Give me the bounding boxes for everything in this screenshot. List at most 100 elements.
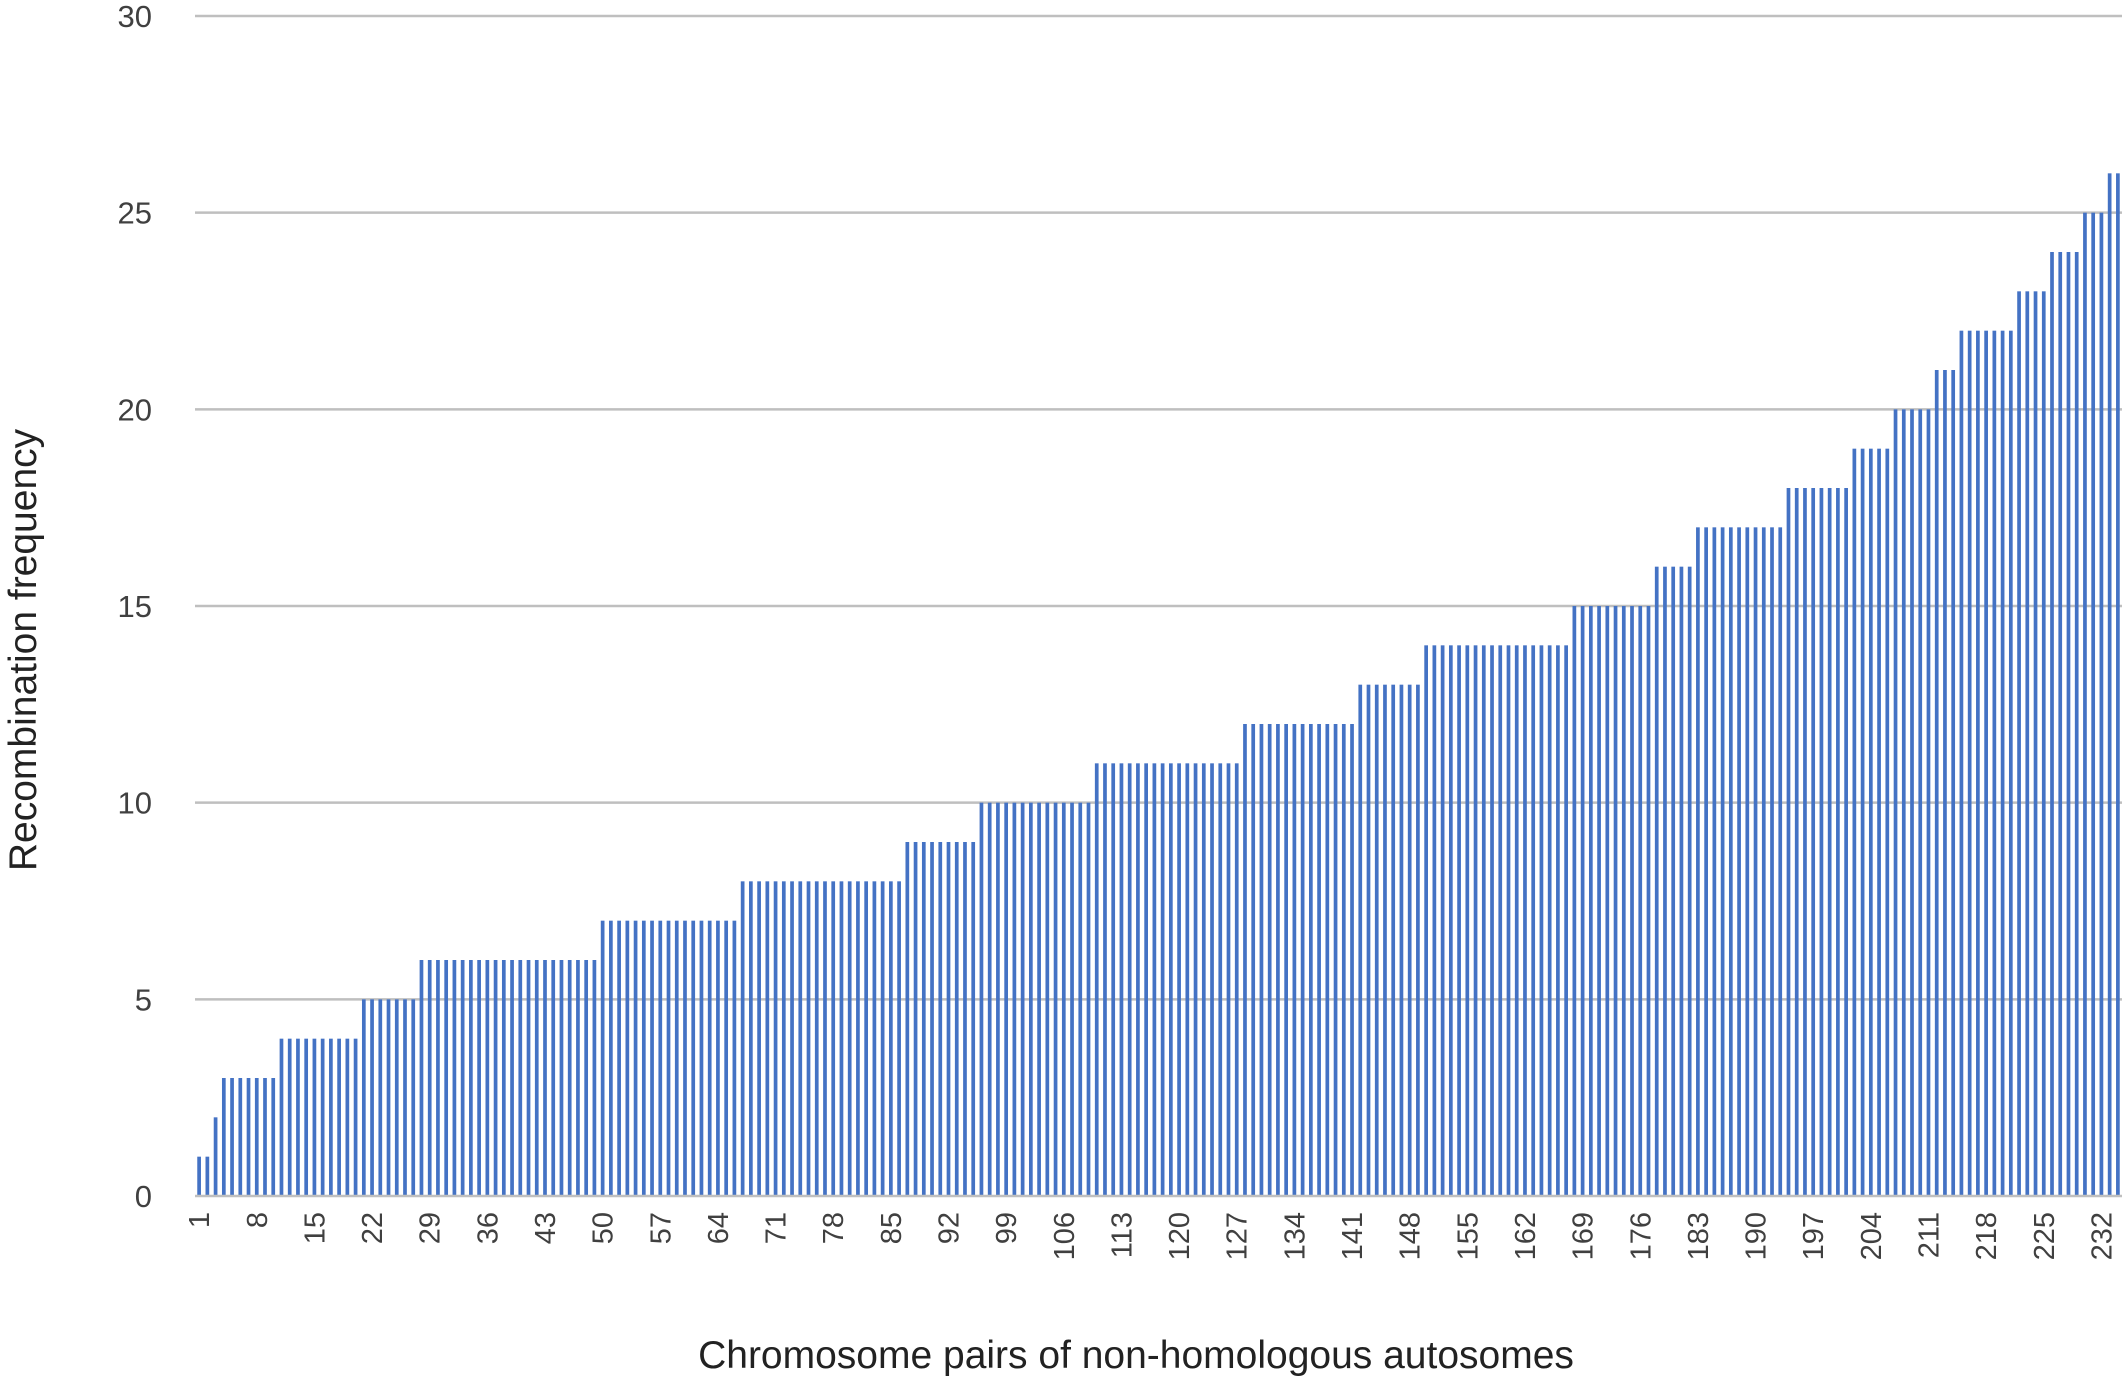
bar-20 — [353, 1038, 358, 1196]
bar-156 — [1473, 645, 1478, 1196]
bar-216 — [1967, 330, 1972, 1196]
bar-232 — [2099, 212, 2104, 1197]
bar-228 — [2066, 252, 2071, 1196]
bar-110 — [1094, 763, 1099, 1196]
bar-114 — [1127, 763, 1132, 1196]
bar-32 — [452, 960, 457, 1196]
bar-133 — [1284, 724, 1288, 1196]
bar-211 — [1926, 409, 1931, 1197]
bar-39 — [510, 960, 514, 1196]
bar-175 — [1630, 606, 1634, 1196]
bar-151 — [1432, 645, 1437, 1196]
bar-111 — [1103, 763, 1107, 1196]
bar-95 — [971, 842, 976, 1196]
bar-74 — [798, 881, 803, 1196]
bar-57 — [658, 920, 663, 1196]
bar-26 — [403, 999, 407, 1196]
bar-197 — [1811, 488, 1816, 1196]
x-tick-label: 113 — [1106, 1212, 1138, 1258]
bar-13 — [296, 1038, 300, 1196]
x-axis-ticks: 1 8 15 22 29 36 43 50 57 64 71 78 85 92 99 106 113 120 127… — [184, 1212, 2118, 1260]
bar-102 — [1029, 802, 1033, 1196]
bar-41 — [526, 960, 531, 1196]
y-tick-label: 15 — [118, 589, 152, 624]
bar-203 — [1860, 448, 1865, 1196]
bar-25 — [394, 999, 399, 1196]
bar-183 — [1696, 527, 1700, 1196]
bar-190 — [1753, 527, 1758, 1196]
bar-182 — [1687, 566, 1692, 1196]
bar-189 — [1745, 527, 1750, 1196]
bar-16 — [320, 1038, 325, 1196]
bar-139 — [1333, 724, 1338, 1196]
bar-188 — [1737, 527, 1741, 1196]
bar-172 — [1605, 606, 1610, 1196]
bar-6 — [238, 1078, 243, 1196]
y-tick-label: 30 — [118, 0, 152, 34]
bar-76 — [814, 881, 819, 1196]
bar-158 — [1490, 645, 1494, 1196]
bar-231 — [2091, 212, 2096, 1197]
bar-50 — [600, 920, 605, 1196]
bar-181 — [1679, 566, 1684, 1196]
bar-4 — [221, 1078, 226, 1196]
bar-78 — [831, 881, 836, 1196]
bar-18 — [337, 1038, 341, 1196]
bar-198 — [1819, 488, 1824, 1196]
bar-115 — [1136, 763, 1140, 1196]
y-axis-title: Recombination frequency — [2, 428, 45, 871]
bar-73 — [790, 881, 794, 1196]
bar-140 — [1341, 724, 1346, 1196]
bar-107 — [1070, 802, 1074, 1196]
bar-165 — [1547, 645, 1552, 1196]
bar-124 — [1210, 763, 1214, 1196]
bar-33 — [460, 960, 465, 1196]
x-tick-label: 43 — [530, 1212, 562, 1244]
bar-128 — [1243, 724, 1247, 1196]
bar-166 — [1556, 645, 1560, 1196]
x-tick-label: 1 — [184, 1212, 216, 1228]
bar-187 — [1728, 527, 1733, 1196]
bar-217 — [1976, 330, 1980, 1196]
bar-212 — [1934, 370, 1939, 1196]
bar-51 — [609, 920, 613, 1196]
bar-193 — [1778, 527, 1783, 1196]
bar-118 — [1160, 763, 1165, 1196]
x-tick-label: 99 — [991, 1212, 1023, 1244]
bar-36 — [485, 960, 490, 1196]
bar-11 — [279, 1038, 284, 1196]
bar-121 — [1185, 763, 1190, 1196]
bar-86 — [897, 881, 901, 1196]
bar-153 — [1448, 645, 1453, 1196]
bar-169 — [1580, 606, 1585, 1196]
bar-68 — [749, 881, 753, 1196]
x-tick-label: 190 — [1741, 1212, 1773, 1260]
bar-208 — [1901, 409, 1906, 1197]
bar-103 — [1037, 802, 1041, 1196]
bar-219 — [1992, 330, 1997, 1196]
bar-129 — [1251, 724, 1256, 1196]
bar-101 — [1020, 802, 1025, 1196]
bar-89 — [921, 842, 926, 1196]
bar-171 — [1597, 606, 1601, 1196]
bar-144 — [1374, 684, 1379, 1196]
bar-122 — [1193, 763, 1198, 1196]
bar-184 — [1704, 527, 1708, 1196]
bar-177 — [1646, 606, 1651, 1196]
bar-23 — [378, 999, 383, 1196]
bar-10 — [271, 1078, 276, 1196]
bar-106 — [1061, 802, 1066, 1196]
bar-88 — [913, 842, 918, 1196]
bar-2 — [205, 1156, 210, 1196]
bar-67 — [740, 881, 745, 1196]
x-tick-label: 50 — [588, 1212, 620, 1244]
x-tick-label: 162 — [1510, 1212, 1542, 1260]
bar-185 — [1712, 527, 1717, 1196]
bar-49 — [592, 960, 597, 1196]
x-tick-label: 225 — [2029, 1212, 2061, 1260]
x-tick-label: 134 — [1279, 1212, 1311, 1260]
bar-116 — [1144, 763, 1148, 1196]
bar-157 — [1481, 645, 1486, 1196]
bar-9 — [263, 1078, 267, 1196]
